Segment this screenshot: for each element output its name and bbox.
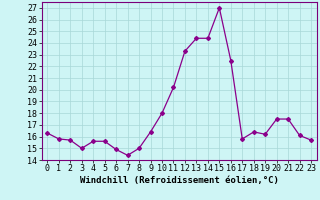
X-axis label: Windchill (Refroidissement éolien,°C): Windchill (Refroidissement éolien,°C) — [80, 176, 279, 185]
